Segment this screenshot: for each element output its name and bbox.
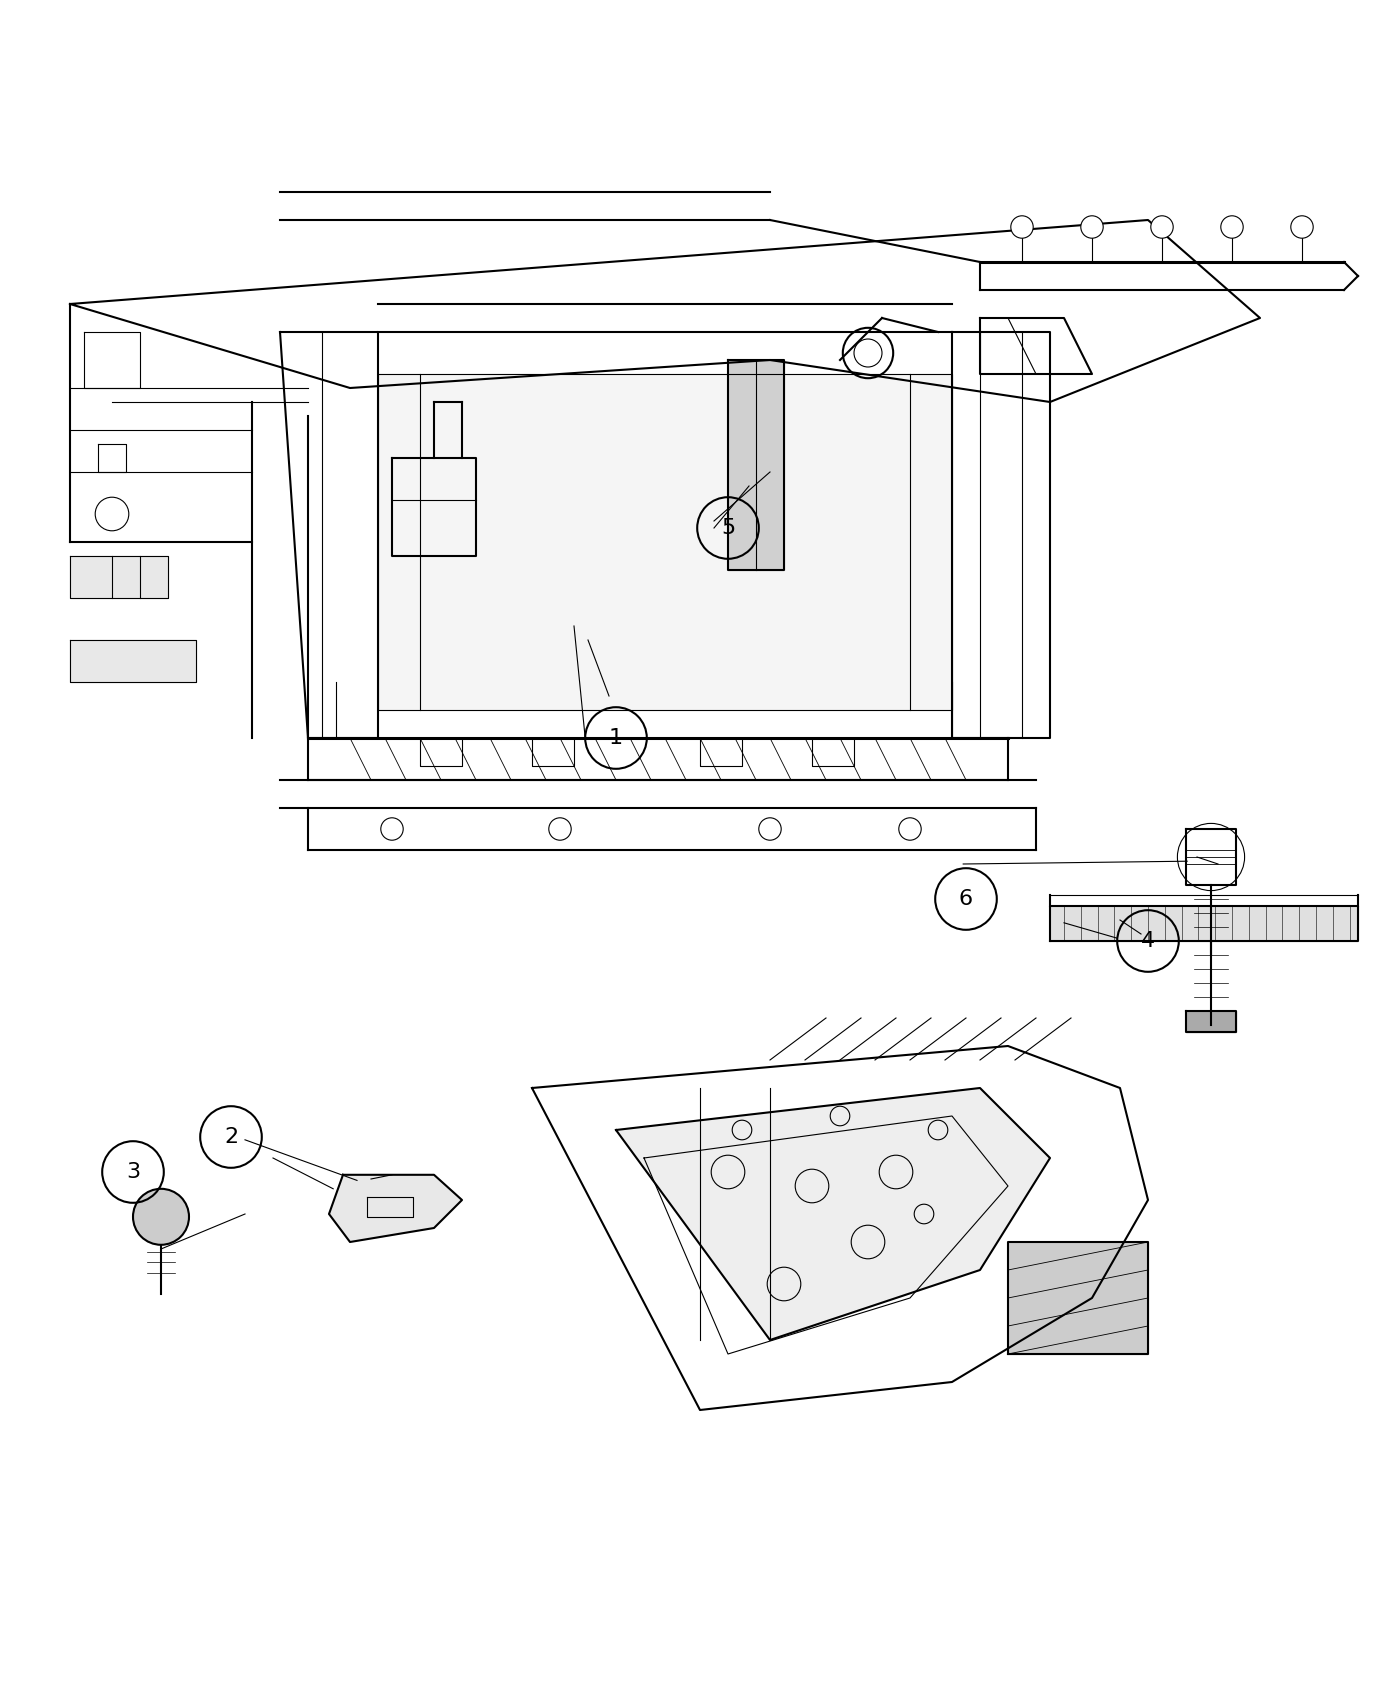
- Polygon shape: [378, 374, 952, 711]
- Polygon shape: [70, 556, 168, 598]
- Text: 2: 2: [224, 1127, 238, 1148]
- Text: 1: 1: [609, 728, 623, 748]
- Text: 3: 3: [126, 1163, 140, 1182]
- Polygon shape: [728, 360, 784, 570]
- Circle shape: [1081, 216, 1103, 238]
- Text: 4: 4: [1141, 932, 1155, 950]
- Polygon shape: [1050, 906, 1358, 942]
- Polygon shape: [329, 1175, 462, 1243]
- Polygon shape: [616, 1088, 1050, 1340]
- Text: 6: 6: [959, 889, 973, 910]
- Circle shape: [1151, 216, 1173, 238]
- Polygon shape: [70, 639, 196, 682]
- Text: 5: 5: [721, 518, 735, 537]
- Circle shape: [1291, 216, 1313, 238]
- Polygon shape: [1186, 1012, 1236, 1032]
- Polygon shape: [1008, 1243, 1148, 1353]
- Circle shape: [133, 1188, 189, 1244]
- Circle shape: [1011, 216, 1033, 238]
- Circle shape: [1221, 216, 1243, 238]
